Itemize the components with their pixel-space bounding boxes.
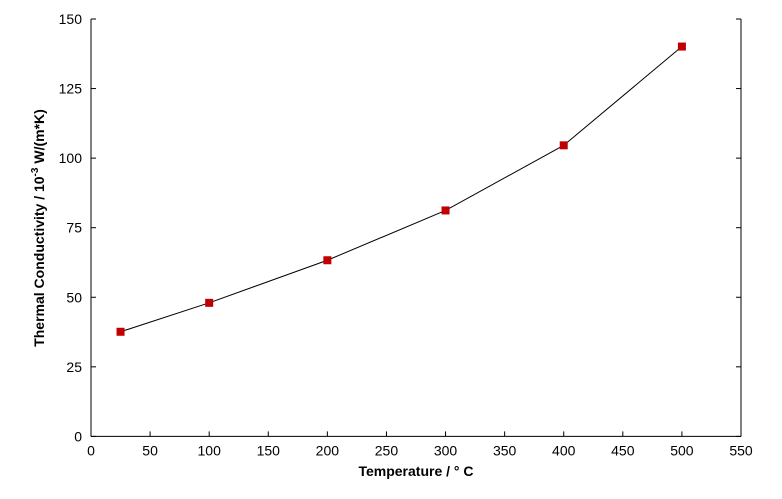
data-point [323,256,332,265]
x-tick-label: 250 [375,442,399,458]
data-point [205,298,214,307]
x-tick-label: 400 [552,442,576,458]
x-tick-label: 300 [434,442,458,458]
data-point [559,141,568,150]
x-tick-label: 50 [142,442,158,458]
y-tick-label: 150 [59,11,83,27]
x-tick-label: 550 [729,442,753,458]
data-point [677,42,686,51]
data-point [116,327,125,336]
x-tick-label: 500 [670,442,694,458]
data-point [441,206,450,215]
series-line [120,46,683,333]
y-tick-label: 25 [66,359,82,375]
y-tick-label: 0 [74,428,82,444]
y-axis-title-unit: W/(m*K) [31,109,47,167]
y-tick-label: 75 [66,220,82,236]
x-tick-label: 150 [257,442,281,458]
x-tick-label: 450 [611,442,635,458]
y-tick-label: 50 [66,289,82,305]
x-tick-label: 350 [493,442,517,458]
x-tick-label: 0 [87,442,95,458]
data-series [116,42,686,336]
x-axis-title: Temperature / ° C [358,463,473,479]
x-tick-label: 100 [198,442,222,458]
axes: 0 50 100 150 200 250 300 350 400 450 500 550 0 25 50 75… [59,11,753,458]
x-tick-label: 200 [316,442,340,458]
y-tick-label: 100 [59,150,83,166]
y-tick-label: 125 [59,81,83,97]
y-axis-title-main: Thermal Conductivity / 10 [31,176,47,347]
y-axis-title: Thermal Conductivity / 10-3 W/(m*K) [30,109,47,347]
y-axis-title-superscript: -3 [30,167,41,176]
